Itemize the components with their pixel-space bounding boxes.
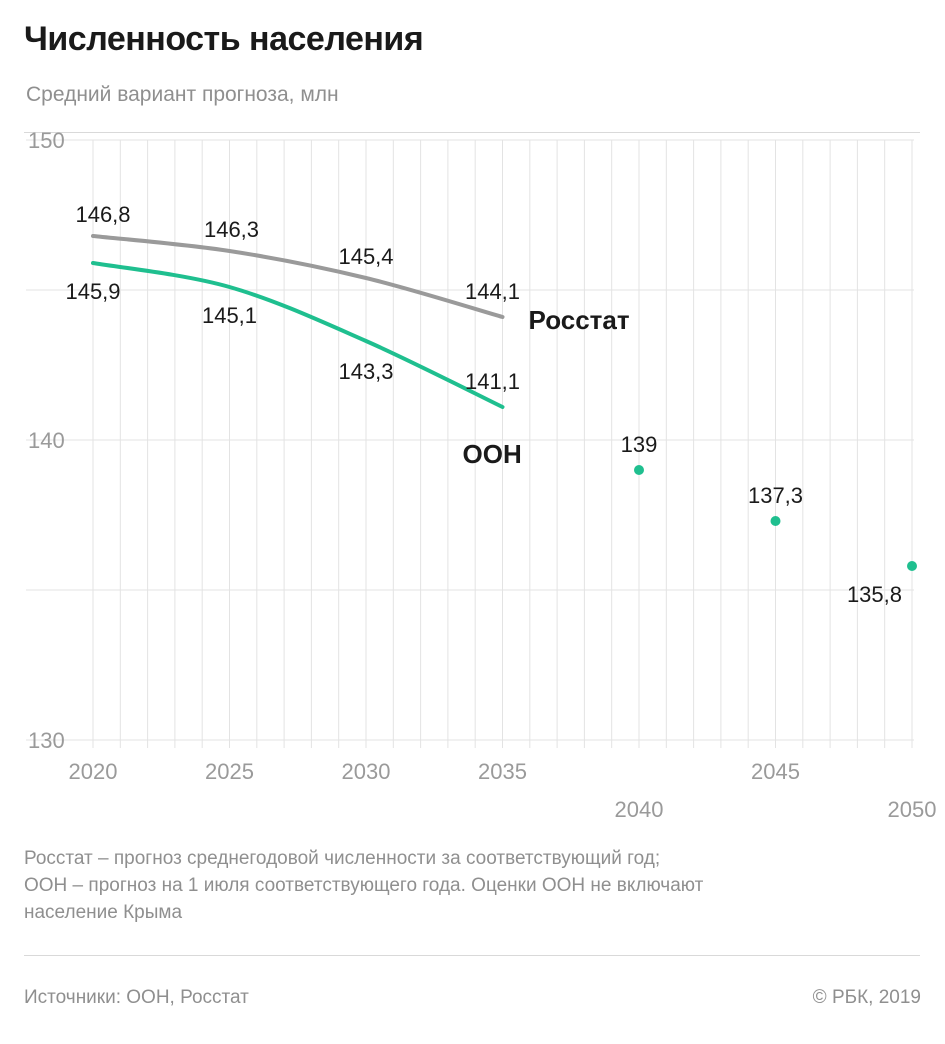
x-tick-label: 2030 [342,759,391,784]
top-divider [24,132,920,133]
y-tick-label: 150 [28,128,65,153]
data-label: 135,8 [847,582,902,607]
legend-label-rosstat: Росстат [529,305,630,335]
data-label: 145,4 [338,244,393,269]
legend-label-un: ООН [463,439,522,469]
footnote: Росстат – прогноз среднегодовой численно… [24,845,924,926]
series-line-rosstat [91,234,505,319]
data-point [770,516,781,526]
bottom-divider [24,955,920,956]
x-tick-label: 2025 [205,759,254,784]
data-label: 137,3 [748,483,803,508]
data-label: 145,1 [202,303,257,328]
x-tick-label: 2045 [751,759,800,784]
copyright-text: © РБК, 2019 [812,987,921,1008]
population-chart: 130 140 150 2020 2025 2030 2035 2040 2045 2050 146… [26,128,937,822]
x-tick-label: 2020 [69,759,118,784]
x-tick-label: 2050 [888,797,937,822]
chart-subtitle: Средний вариант прогноза, млн [26,83,339,106]
data-label: 144,1 [465,279,520,304]
data-label: 146,3 [204,217,259,242]
y-tick-label: 140 [28,428,65,453]
data-point [907,561,917,571]
source-text: Источники: ООН, Росстат [24,987,249,1008]
chart-title: Численность населения [24,20,424,58]
y-tick-label: 130 [28,728,65,753]
footnote-line: ООН – прогноз на 1 июля соответствующего… [24,875,704,896]
x-tick-label: 2035 [478,759,527,784]
data-label: 146,8 [75,202,130,227]
data-label: 145,9 [65,279,120,304]
footnote-line: население Крыма [24,902,183,923]
data-point [634,465,644,475]
data-label: 139 [621,432,658,457]
series-line-un [91,261,505,409]
data-label: 141,1 [465,369,520,394]
footnote-line: Росстат – прогноз среднегодовой численно… [24,848,661,869]
data-label: 143,3 [338,359,393,384]
x-tick-label: 2040 [615,797,664,822]
